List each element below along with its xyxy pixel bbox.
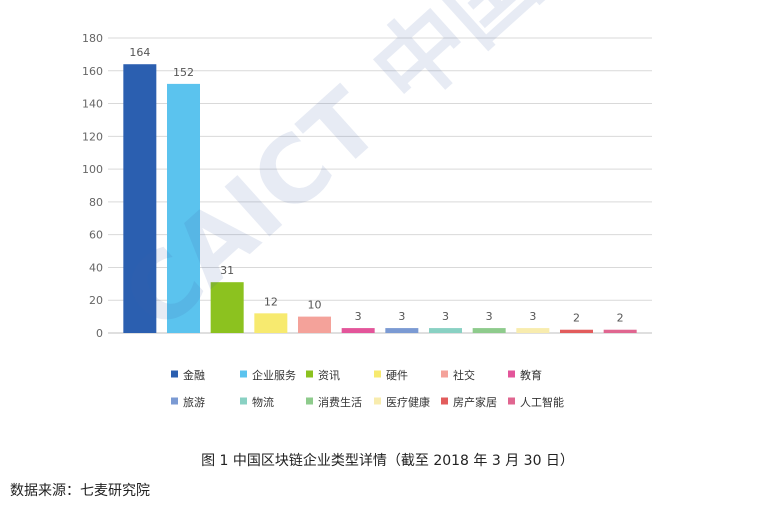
bar-1 <box>123 64 157 333</box>
legend-label: 资讯 <box>318 369 340 382</box>
data-label: 10 <box>308 299 322 312</box>
bar-10 <box>516 328 550 333</box>
data-label: 12 <box>264 295 278 308</box>
legend-swatch <box>306 397 313 405</box>
legend-swatch <box>441 370 448 378</box>
bar-9 <box>472 328 506 333</box>
legend-swatch <box>171 370 178 378</box>
data-label: 152 <box>173 66 194 79</box>
bar-6 <box>341 328 375 333</box>
legend-swatch <box>374 397 381 405</box>
data-label: 3 <box>486 310 493 323</box>
data-label: 3 <box>398 310 405 323</box>
legend-label: 企业服务 <box>252 368 296 382</box>
data-label: 3 <box>442 310 449 323</box>
y-tick-label: 80 <box>89 196 103 209</box>
bar-11 <box>560 329 593 333</box>
data-label: 2 <box>573 312 580 325</box>
data-label: 2 <box>617 312 624 325</box>
legend-swatch <box>441 397 448 405</box>
bar-12 <box>603 329 637 333</box>
legend-swatch <box>374 370 381 378</box>
data-labels: 164 152 31 12 10 3 3 3 3 3 2 2 <box>129 46 623 325</box>
legend-swatch <box>306 370 313 378</box>
bar-8 <box>429 328 462 333</box>
y-tick-label: 160 <box>82 65 103 78</box>
y-tick-label: 180 <box>82 32 103 45</box>
bar-chart: 0 20 40 60 80 100 120 140 160 180 164 152 31 12 10 3 3 3… <box>82 0 697 409</box>
legend-label: 房产家居 <box>453 395 497 409</box>
legend-swatch <box>171 397 178 405</box>
bar-4 <box>254 313 288 333</box>
data-label: 164 <box>129 46 150 59</box>
y-axis-tick-labels: 0 20 40 60 80 100 120 140 160 180 <box>82 32 103 340</box>
legend-swatch <box>508 397 515 405</box>
bar-2 <box>167 83 200 333</box>
data-label: 3 <box>529 310 536 323</box>
legend-label: 人工智能 <box>520 395 564 409</box>
data-label: 31 <box>220 264 234 277</box>
legend-label: 旅游 <box>183 395 205 409</box>
legend-swatch <box>240 397 247 405</box>
data-source: 数据来源：七麦研究院 <box>10 483 150 499</box>
legend-swatch <box>508 370 515 378</box>
bar-5 <box>298 316 331 333</box>
y-tick-label: 20 <box>89 294 103 307</box>
legend-label: 物流 <box>252 395 274 409</box>
figure-caption: 图 1 中国区块链企业类型详情（截至 2018 年 3 月 30 日） <box>201 453 574 469</box>
bar-3 <box>210 282 244 333</box>
legend-label: 金融 <box>183 368 205 382</box>
legend-swatch <box>240 370 247 378</box>
legend-label: 社交 <box>453 368 475 382</box>
y-tick-label: 120 <box>82 130 103 143</box>
y-tick-label: 100 <box>82 163 103 176</box>
data-label: 3 <box>355 310 362 323</box>
legend-label: 消费生活 <box>318 395 362 409</box>
bar-7 <box>385 328 419 333</box>
legend-label: 教育 <box>520 368 542 382</box>
legend-label: 硬件 <box>386 369 408 382</box>
y-tick-label: 0 <box>96 327 103 340</box>
y-tick-label: 140 <box>82 98 103 111</box>
y-tick-label: 60 <box>89 229 103 242</box>
legend-label: 医疗健康 <box>386 395 430 409</box>
bars <box>123 64 637 333</box>
y-tick-label: 40 <box>89 261 103 274</box>
